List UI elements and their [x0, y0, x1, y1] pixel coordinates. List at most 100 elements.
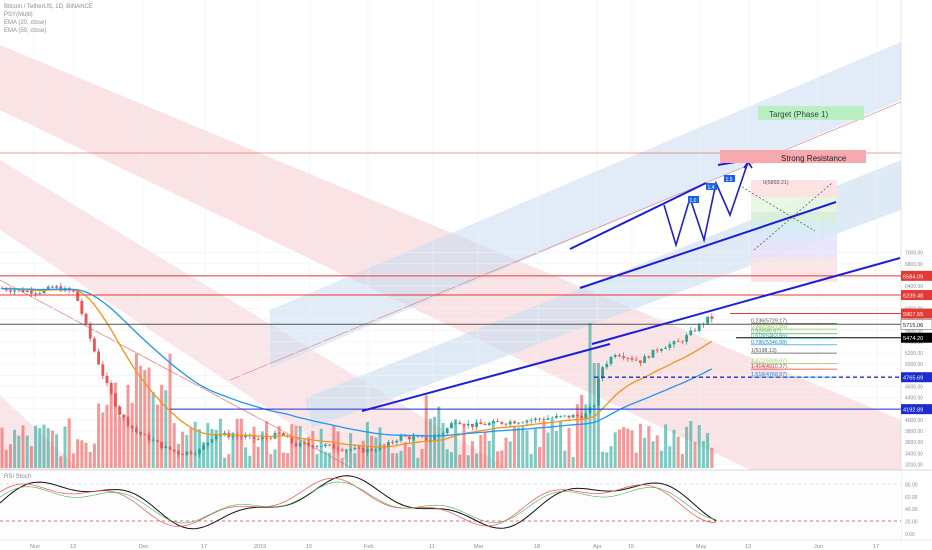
candle-body [634, 359, 638, 361]
candles [0, 282, 714, 458]
volume-bar [353, 453, 357, 468]
volume-bar [479, 434, 483, 468]
volume-bar [71, 453, 75, 468]
time-tick: 15 [628, 544, 634, 550]
volume-bar [521, 426, 525, 468]
volume-bar [445, 449, 449, 468]
candle-body [639, 360, 642, 363]
candle-body [597, 378, 600, 406]
volume-bar [592, 363, 596, 468]
candle-body [697, 324, 701, 331]
level-tag-6239.48: 6239.48 [903, 294, 923, 300]
volume-bar [172, 423, 176, 468]
candle-body [517, 422, 520, 424]
volume-bar [697, 425, 701, 468]
volume-bar [357, 445, 361, 468]
candle-body [672, 341, 676, 345]
candle-body [231, 435, 235, 438]
volume-bar [512, 425, 516, 468]
volume-bar [231, 432, 235, 468]
candle-body [408, 436, 411, 440]
wave-label-1-text: 1.5 [726, 177, 733, 183]
candle-body [80, 300, 84, 314]
candle-body [240, 436, 243, 438]
fib-zone-3 [751, 222, 837, 232]
volume-bar [273, 449, 277, 468]
time-tick: 17 [873, 544, 879, 550]
volume-bar [76, 439, 80, 468]
candle-body [647, 356, 651, 358]
candle-body [210, 439, 214, 443]
candle-body [172, 449, 176, 452]
legend-line-2: PSY(Multi) [4, 12, 33, 18]
candle-body [101, 364, 105, 376]
time-axis-ticks: Nov 13 Dec 17 2019 15 Feb 11 Mar 18 Apr 15 May 13 Jun 1… [30, 544, 879, 550]
ema-fast-line [1, 287, 713, 448]
volume-bar [319, 428, 323, 468]
candle-body [265, 437, 268, 439]
candle-body [508, 421, 512, 425]
chart-legend[interactable]: Bitcoin / TetherUS, 1D, BINANCE PSY(Mult… [4, 3, 93, 35]
volume-bar [122, 415, 126, 468]
time-tick: Apr [593, 544, 602, 550]
level-tag-bg [900, 319, 932, 330]
candle-body [403, 435, 407, 437]
price-tick: 6400.00 [905, 284, 923, 290]
volume-bar [130, 402, 134, 468]
time-tick: 17 [201, 544, 207, 550]
volume-bar [101, 412, 105, 468]
volume-bar [454, 419, 458, 468]
volume-bar [634, 452, 638, 468]
candle-body [72, 290, 75, 292]
volume-bar [605, 452, 609, 468]
candle-body [17, 289, 21, 291]
volume-bar [626, 428, 630, 468]
candle-body [412, 436, 415, 440]
time-tick: Jun [814, 544, 823, 550]
candle-body [370, 448, 373, 451]
fib-label-0.5: 0.5(5545.67) [751, 329, 781, 335]
volume-bar [67, 418, 71, 468]
candle-body [643, 356, 646, 363]
candle-body [244, 435, 247, 438]
candle-body [235, 435, 239, 437]
price-axis-bg[interactable] [901, 0, 932, 470]
time-tick: 11 [429, 544, 435, 550]
stoch-g-line [0, 481, 717, 524]
volume-bar [84, 442, 88, 468]
volume-bar [88, 452, 92, 468]
candle-body [193, 453, 197, 455]
volume-bar [281, 452, 285, 468]
candle-body [450, 423, 453, 429]
volume-bar [0, 427, 4, 468]
candle-body [462, 424, 466, 426]
volume-bar [260, 431, 264, 468]
candle-body [38, 293, 42, 295]
level-tag-5474.20: 5474.20 [903, 336, 923, 342]
candle-body [626, 357, 630, 359]
volume-bar [575, 404, 579, 468]
volume-bar [487, 440, 491, 468]
rsi-axis-ticks: 80.00 60.00 40.00 20.00 0.00 [905, 482, 918, 538]
volume-bar [701, 441, 705, 468]
price-tick: 5200.00 [905, 351, 923, 357]
candle-body [189, 451, 193, 454]
rsi-tick: 60.00 [905, 495, 918, 501]
wave-label-2-text: 1.0 [690, 198, 697, 204]
candle-body [30, 290, 33, 294]
level-tag-bg [901, 372, 932, 383]
candle-body [21, 289, 25, 293]
time-tick: 15 [306, 544, 312, 550]
volume-bar [542, 420, 546, 468]
volume-bar [672, 429, 676, 468]
support-trendline-lower [361, 343, 611, 412]
volume-bar [391, 453, 395, 468]
volume-bar [286, 453, 290, 468]
candle-body [395, 440, 399, 443]
volume-bar [244, 447, 248, 468]
candle-body [458, 422, 462, 425]
volume-bar [46, 428, 50, 468]
volume-bar [559, 420, 563, 468]
candle-body [504, 423, 508, 425]
